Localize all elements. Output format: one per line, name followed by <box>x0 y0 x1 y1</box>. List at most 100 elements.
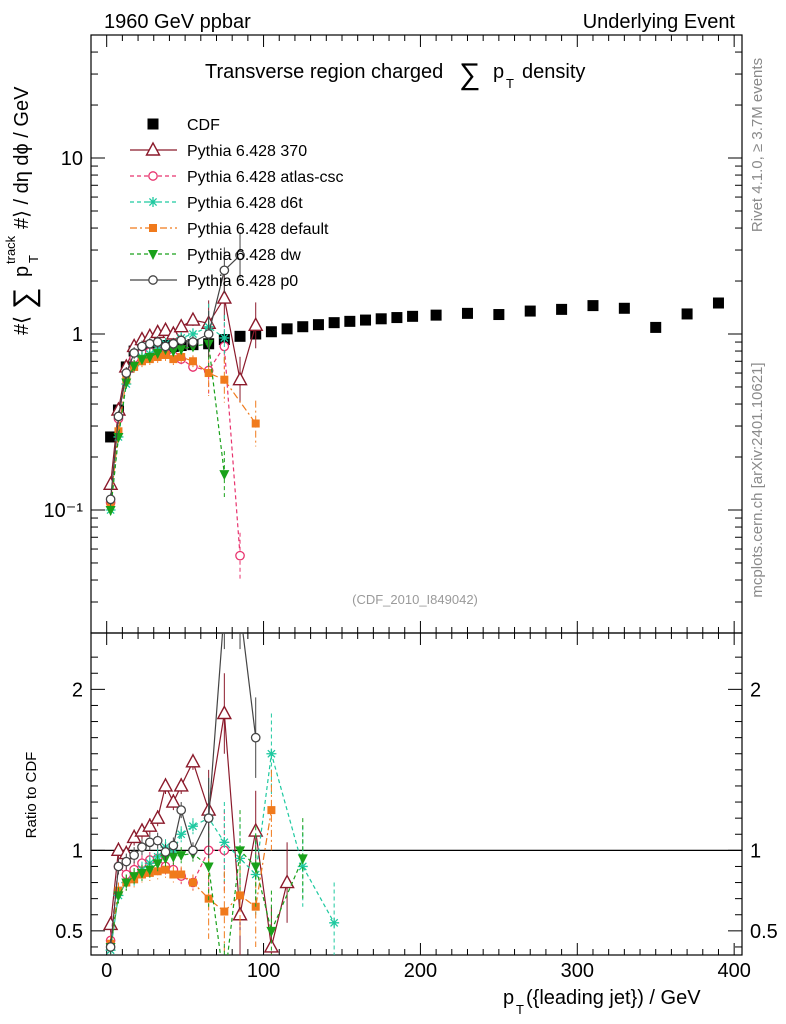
x-tick-label: 200 <box>404 960 437 982</box>
y-tick-label-main: 10 <box>61 148 83 170</box>
ratio-point <box>297 861 308 872</box>
ratio-point <box>129 872 140 883</box>
y-label-t: T <box>26 255 41 263</box>
y-tick-label-ratio-right: 2 <box>750 679 761 701</box>
y-tick-label-ratio: 1 <box>72 840 83 862</box>
legend-entry-cdf: CDF <box>147 117 220 134</box>
x-label-p: p <box>503 987 514 1009</box>
ratio-point <box>161 865 170 874</box>
data-point <box>618 302 630 314</box>
header-right: Underlying Event <box>583 11 736 33</box>
ratio-point <box>216 705 233 720</box>
data-point <box>177 353 186 362</box>
ratio-point <box>144 865 155 876</box>
data-point <box>220 375 229 384</box>
ratio-point <box>235 846 246 857</box>
data-point <box>144 338 155 349</box>
data-point <box>168 347 179 358</box>
ratio-point <box>176 805 187 815</box>
legend-label: Pythia 6.428 d6t <box>187 195 303 212</box>
data-point <box>129 348 139 358</box>
ratio-line <box>110 713 288 948</box>
data-point <box>248 316 264 332</box>
legend: CDF Pythia 6.428 370 Pythia 6.428 atlas-cs… <box>130 117 344 290</box>
data-point <box>105 505 116 516</box>
legend-label: Pythia 6.428 atlas-csc <box>187 169 344 186</box>
y-label-p: p <box>11 266 33 277</box>
data-point <box>344 315 356 327</box>
ratio-point <box>250 732 261 743</box>
y-tick-label-ratio-right: 1 <box>750 840 761 862</box>
x-tick-label: 400 <box>717 960 750 982</box>
legend-marker <box>147 118 159 130</box>
data-point <box>493 309 505 321</box>
data-point <box>650 321 662 333</box>
ratio-point <box>110 841 127 857</box>
y-tick-label-main: 10⁻¹ <box>44 500 84 522</box>
ratio-series-pythia-6-428-d6t <box>105 713 340 955</box>
legend-marker <box>148 250 158 260</box>
x-axis-label: p T ({leading jet}) / GeV <box>503 987 701 1017</box>
ratio-point <box>129 850 139 861</box>
ratio-point <box>203 862 214 873</box>
legend-label: Pythia 6.428 dw <box>187 247 301 264</box>
legend-marker <box>149 224 157 232</box>
ratio-point <box>144 837 155 848</box>
data-point <box>187 329 198 339</box>
ratio-point <box>187 821 198 832</box>
data-point <box>360 314 372 326</box>
ratio-point <box>203 813 214 824</box>
ratio-point <box>152 859 163 870</box>
legend-marker <box>148 197 158 207</box>
ratio-point <box>185 753 201 768</box>
sum-symbol: ∑ <box>459 58 480 91</box>
ratio-point <box>188 845 198 856</box>
data-point <box>113 411 124 422</box>
data-point <box>297 321 309 333</box>
x-label-rest: ({leading jet}) / GeV <box>526 987 701 1009</box>
plot-layer: 0 100 200 300 400 10⁻¹ 1 10 0.5 0.5 1 1 2 2 <box>44 34 778 982</box>
legend-label: CDF <box>187 117 220 134</box>
ratio-point <box>263 938 280 953</box>
legend-label: Pythia 6.428 default <box>187 221 329 238</box>
ratio-point <box>152 835 163 846</box>
ratio-point <box>113 861 124 872</box>
header-left: 1960 GeV ppbar <box>104 11 251 33</box>
data-point <box>235 250 245 261</box>
data-point <box>176 345 187 356</box>
y-axis-label-main: #⟨ ∑ p track T #⟩ / dη dϕ / GeV <box>3 86 41 335</box>
data-point <box>144 353 155 364</box>
legend-entry-pythia-6-428-p0: Pythia 6.428 p0 <box>130 273 298 290</box>
legend-marker <box>148 275 158 285</box>
ratio-point <box>267 806 276 815</box>
data-point <box>430 309 442 321</box>
series-pythia-6-428-370 <box>102 275 264 491</box>
ratio-point <box>329 917 340 928</box>
data-point <box>232 371 248 386</box>
y-tick-label-ratio-right: 0.5 <box>750 921 778 943</box>
ratio-point <box>297 854 308 865</box>
data-point <box>407 310 419 322</box>
data-point <box>168 338 179 349</box>
ratio-point <box>142 817 158 832</box>
data-point <box>712 297 724 309</box>
ratio-point <box>121 878 132 889</box>
ratio-point <box>220 605 228 613</box>
data-point <box>524 305 536 317</box>
data-point <box>121 368 132 378</box>
data-point <box>587 300 599 312</box>
data-point <box>219 332 230 343</box>
y-label-hash-open: #⟨ <box>11 316 33 335</box>
ratio-point <box>250 869 261 880</box>
ratio-point <box>137 842 147 852</box>
data-point <box>203 329 214 339</box>
ratio-point <box>168 852 179 863</box>
data-point <box>461 307 473 319</box>
main-title-pt: p <box>493 61 504 83</box>
data-point <box>556 303 568 315</box>
data-point <box>185 311 201 326</box>
ratio-point <box>136 868 147 879</box>
data-point <box>375 313 387 325</box>
y-label-sum: ∑ <box>8 288 41 309</box>
ratio-point <box>219 837 230 848</box>
